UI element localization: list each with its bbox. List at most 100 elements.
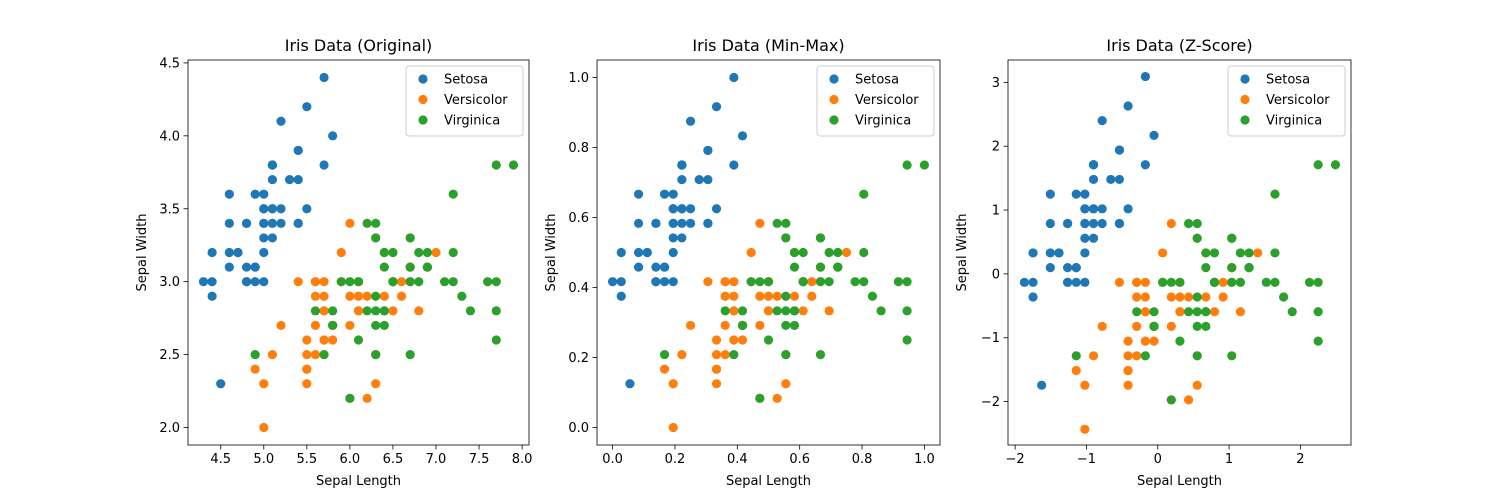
data-point bbox=[668, 422, 678, 433]
data-point bbox=[789, 247, 800, 258]
data-point bbox=[668, 218, 678, 228]
data-point bbox=[1088, 204, 1099, 214]
data-point bbox=[267, 174, 277, 185]
data-point bbox=[1227, 277, 1237, 287]
data-point bbox=[1287, 307, 1297, 317]
data-point bbox=[207, 291, 217, 301]
data-point bbox=[1054, 248, 1064, 258]
data-point bbox=[798, 277, 808, 287]
data-point bbox=[1227, 263, 1237, 273]
data-point bbox=[414, 277, 424, 287]
y-tick-label: 4.0 bbox=[159, 129, 180, 144]
legend-marker-versicolor bbox=[1240, 94, 1250, 105]
data-point bbox=[668, 233, 678, 243]
data-point bbox=[457, 291, 467, 301]
data-point bbox=[1028, 248, 1038, 258]
data-point bbox=[729, 335, 739, 345]
data-point bbox=[616, 291, 626, 301]
data-point bbox=[259, 233, 269, 243]
data-point bbox=[789, 306, 800, 316]
data-point bbox=[833, 247, 843, 258]
data-point bbox=[371, 306, 381, 316]
y-tick-label: 2 bbox=[992, 140, 1000, 155]
data-point bbox=[379, 291, 389, 301]
data-point bbox=[668, 189, 678, 199]
data-point bbox=[1071, 277, 1081, 287]
data-point bbox=[293, 218, 303, 228]
data-point bbox=[371, 218, 381, 228]
data-point bbox=[508, 160, 519, 170]
data-point bbox=[422, 247, 432, 258]
data-point bbox=[685, 320, 696, 331]
data-point bbox=[1132, 321, 1142, 332]
data-point bbox=[396, 291, 407, 301]
data-point bbox=[677, 349, 687, 360]
data-point bbox=[345, 218, 355, 228]
data-point bbox=[677, 174, 687, 185]
legend-label: Setosa bbox=[444, 73, 488, 88]
data-point bbox=[781, 218, 791, 228]
x-tick-label: 2 bbox=[1296, 452, 1304, 467]
data-point bbox=[1097, 204, 1107, 214]
data-point bbox=[1080, 277, 1090, 287]
legend-frame bbox=[1227, 65, 1346, 137]
y-tick-label: 4.5 bbox=[159, 56, 180, 71]
y-tick-label: 0 bbox=[992, 267, 1000, 282]
data-point bbox=[1028, 277, 1038, 287]
data-point bbox=[241, 262, 252, 272]
series-virginica bbox=[659, 160, 930, 403]
data-point bbox=[241, 277, 252, 287]
data-point bbox=[302, 335, 312, 345]
data-point bbox=[685, 218, 696, 228]
data-point bbox=[250, 349, 260, 360]
data-point bbox=[1080, 424, 1090, 434]
data-point bbox=[1166, 218, 1176, 229]
data-point bbox=[1201, 307, 1211, 317]
x-tick-label: 1.0 bbox=[914, 452, 935, 467]
data-point bbox=[1140, 307, 1150, 317]
data-point bbox=[224, 262, 234, 272]
data-point bbox=[353, 306, 364, 316]
x-tick-label: −1 bbox=[1077, 452, 1096, 467]
data-point bbox=[371, 320, 381, 331]
data-point bbox=[685, 116, 696, 126]
legend-label: Versicolor bbox=[444, 93, 508, 108]
data-point bbox=[1270, 189, 1280, 199]
data-point bbox=[491, 160, 501, 170]
data-point bbox=[1149, 321, 1159, 332]
y-tick-label: 2.5 bbox=[159, 348, 180, 363]
legend-marker-setosa bbox=[829, 74, 839, 84]
legend-frame bbox=[816, 65, 935, 137]
legend: Setosa Versicolor Virginica bbox=[816, 65, 935, 137]
data-point bbox=[815, 277, 826, 287]
data-point bbox=[703, 277, 713, 287]
data-point bbox=[1166, 292, 1176, 302]
data-point bbox=[1080, 218, 1090, 229]
x-tick-label: 7.5 bbox=[469, 452, 490, 467]
legend-label: Versicolor bbox=[1266, 93, 1330, 108]
y-tick-label: 1 bbox=[992, 204, 1000, 219]
data-point bbox=[677, 233, 687, 243]
data-point bbox=[1114, 218, 1125, 229]
data-point bbox=[755, 218, 765, 228]
data-point bbox=[711, 349, 722, 360]
data-point bbox=[328, 335, 338, 345]
data-point bbox=[746, 277, 756, 287]
data-point bbox=[405, 277, 415, 287]
data-point bbox=[362, 218, 372, 228]
data-point bbox=[1192, 321, 1202, 332]
data-point bbox=[379, 247, 389, 258]
data-point bbox=[379, 320, 389, 331]
data-point bbox=[310, 277, 321, 287]
data-point bbox=[703, 218, 713, 228]
data-point bbox=[310, 320, 321, 331]
data-point bbox=[1045, 263, 1055, 273]
data-point bbox=[353, 335, 364, 345]
data-point bbox=[1123, 380, 1133, 390]
data-point bbox=[388, 306, 398, 316]
data-point bbox=[310, 291, 321, 301]
y-tick-label: −2 bbox=[981, 395, 1000, 410]
series-virginica bbox=[250, 160, 519, 403]
data-point bbox=[259, 247, 269, 258]
data-point bbox=[259, 379, 269, 389]
